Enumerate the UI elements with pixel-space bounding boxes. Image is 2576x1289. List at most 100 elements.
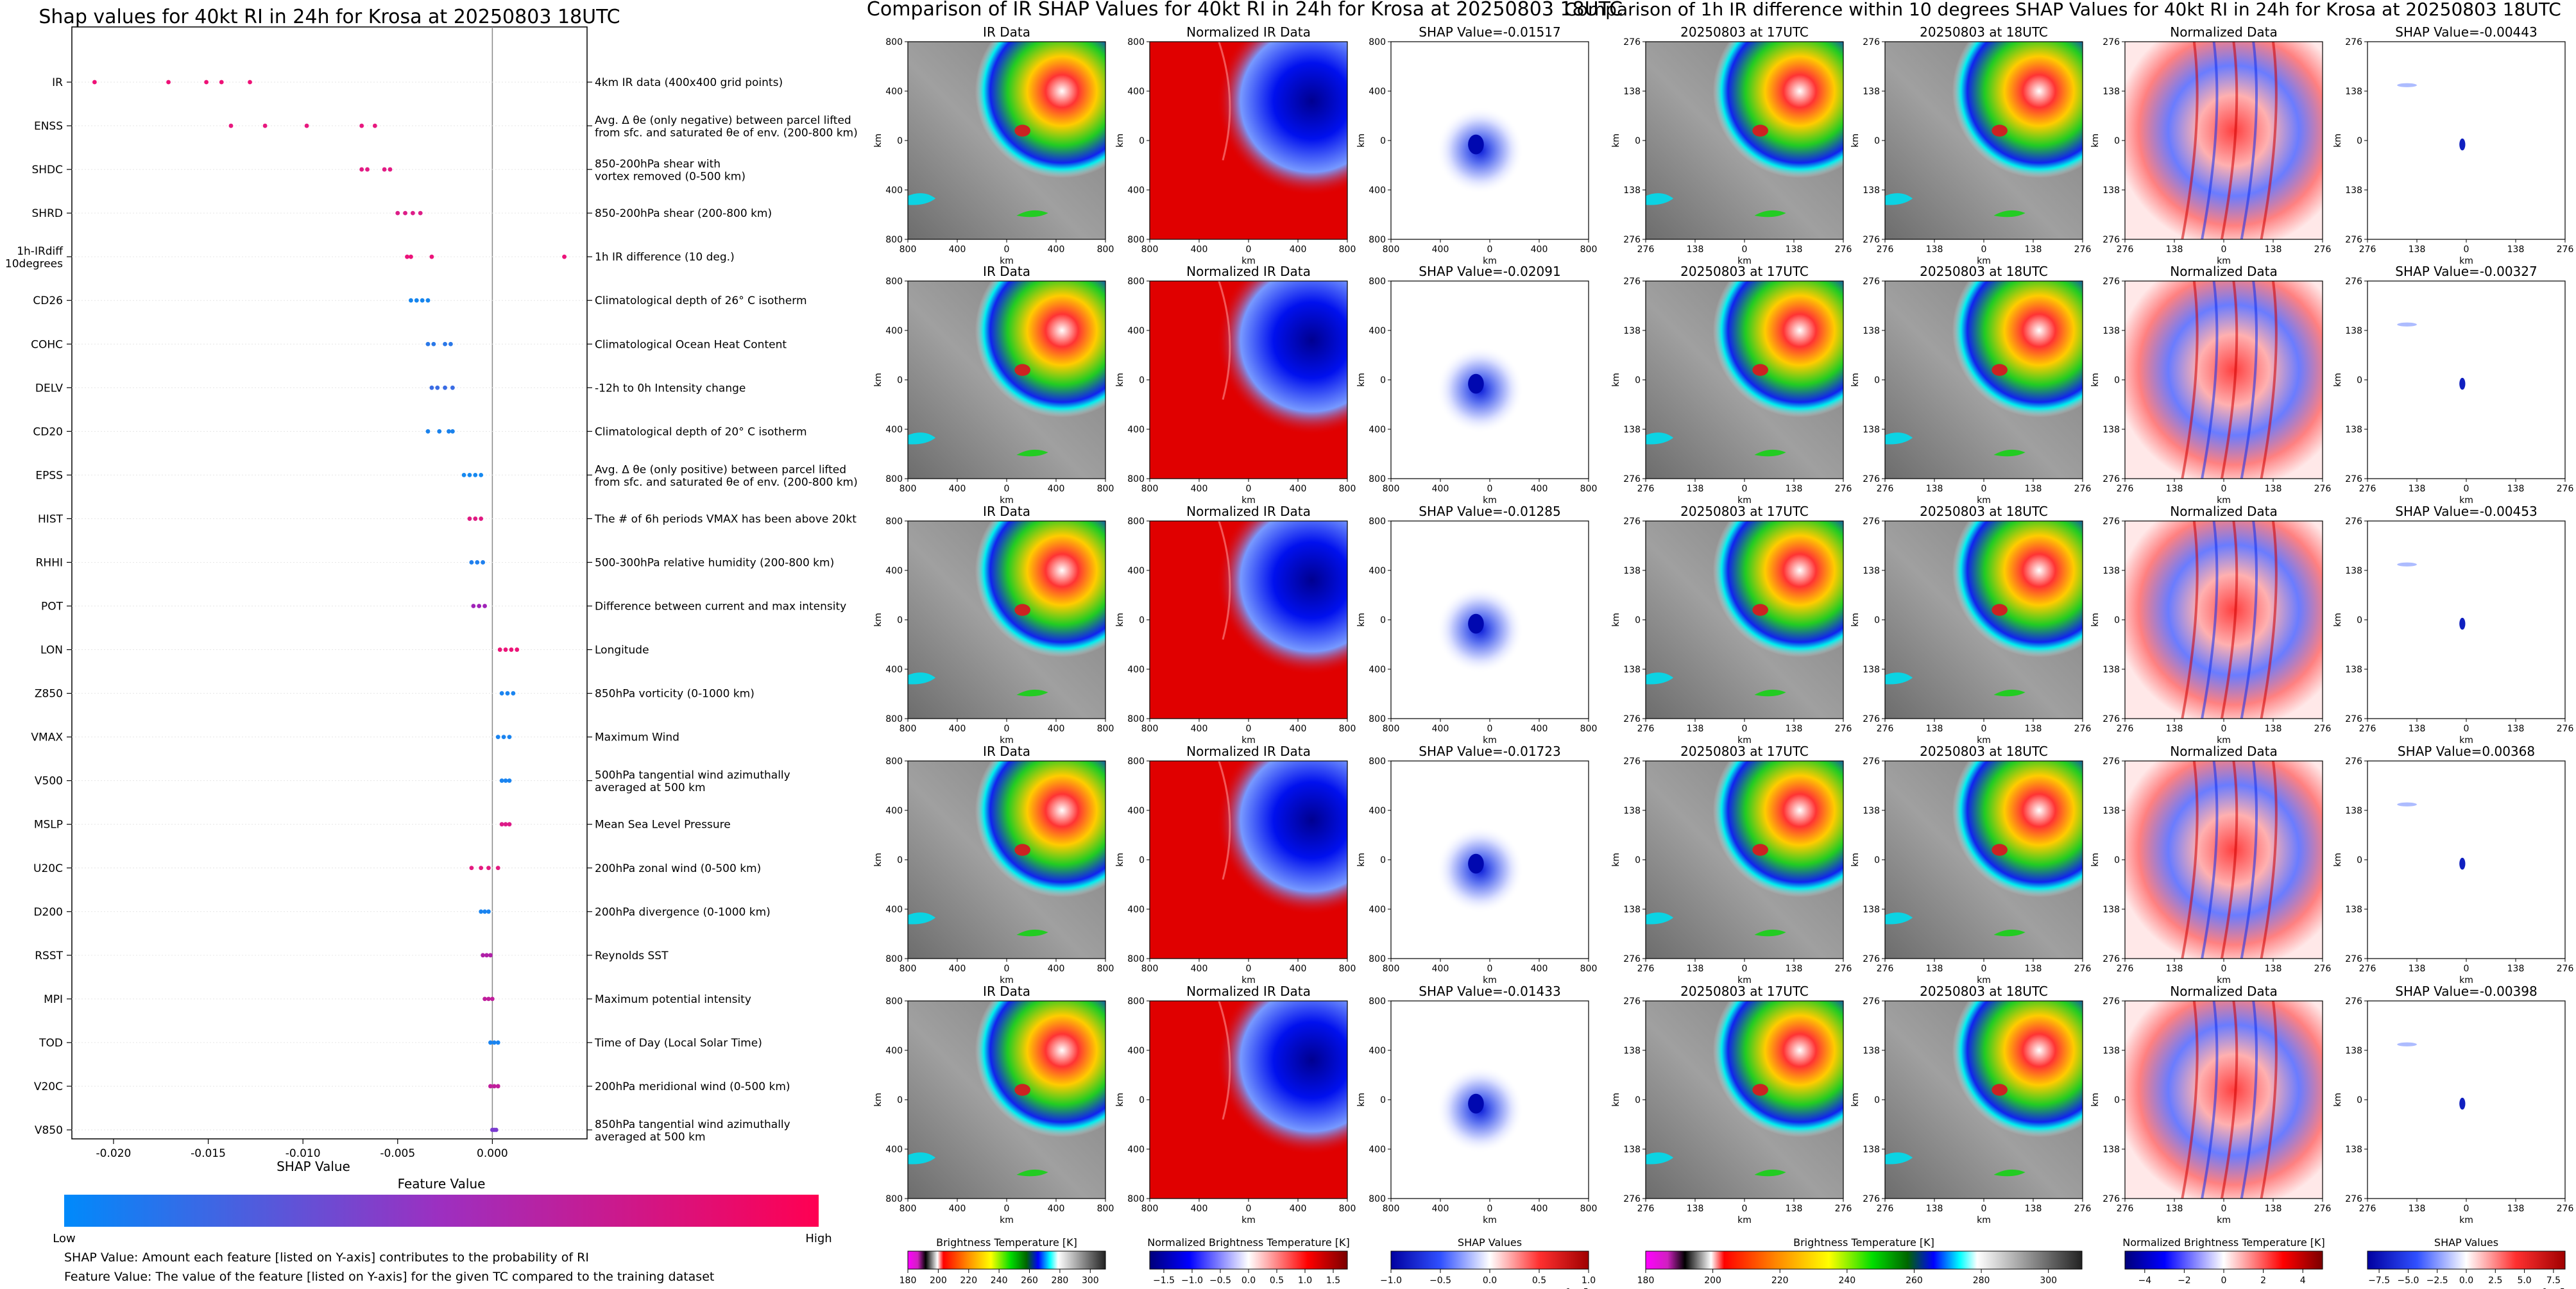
panel-y-tick-label: 0 — [2357, 615, 2362, 626]
ir-core — [1992, 844, 2008, 856]
colorbar-label: SHAP Values — [2434, 1236, 2498, 1249]
panel-x-tick-label: 138 — [2409, 1204, 2426, 1214]
panel-title: Normalized IR Data — [1186, 744, 1311, 759]
panel-y-tick-label: 138 — [2103, 665, 2120, 675]
panel-title: Normalized IR Data — [1186, 24, 1311, 40]
shap-point — [448, 341, 453, 346]
panel-x-axis-label: km — [2459, 256, 2473, 266]
panel-y-tick-label: 800 — [1369, 516, 1386, 527]
ir-core — [1752, 124, 1768, 137]
shap-point — [481, 560, 486, 565]
panel-x-tick-label: 138 — [2025, 1204, 2042, 1214]
colorbar-low-label: Low — [53, 1232, 75, 1245]
panel-x-tick-label: 400 — [1048, 964, 1065, 974]
shap2-spot — [2397, 83, 2418, 87]
colorbar-tick-label: 4 — [2300, 1276, 2306, 1286]
panel-x-tick-label: 138 — [2507, 964, 2525, 974]
panel-x-axis-label: km — [1737, 735, 1752, 746]
panel-x-tick-label: 276 — [2074, 484, 2092, 494]
shap-point — [461, 472, 466, 477]
shap-point — [395, 210, 400, 216]
feature-description: 200hPa zonal wind (0-500 km) — [595, 862, 761, 875]
panel-y-tick-label: 138 — [1623, 665, 1641, 675]
panel-y-tick-label: 138 — [1863, 425, 1880, 435]
ir-storm-cloud — [908, 761, 1105, 959]
shap-point — [495, 866, 500, 871]
panel-x-tick-label: 0 — [2221, 964, 2227, 974]
panel-x-tick-label: 400 — [1531, 964, 1548, 974]
diff-streak — [2220, 760, 2239, 959]
ir-convection — [1993, 689, 2026, 697]
panel-x-tick-label: 138 — [1926, 1204, 1943, 1214]
ir-storm-cloud — [1646, 1001, 1843, 1199]
panel-x-tick-label: 800 — [1580, 244, 1598, 255]
panel-x-tick-label: 0 — [2221, 484, 2227, 494]
panel-y-tick-label: 800 — [1369, 756, 1386, 767]
footnote-feature: Feature Value: The value of the feature … — [64, 1270, 714, 1284]
diff-background — [2125, 281, 2323, 479]
ir-storm-cloud — [1646, 761, 1843, 959]
panel-x-tick-label: 800 — [900, 244, 917, 255]
feature-label: SHDC — [31, 164, 63, 176]
colorbar-high-label: High — [805, 1232, 832, 1245]
panel-y-tick-label: 0 — [2357, 1095, 2362, 1105]
panel-y-tick-label: 800 — [1127, 277, 1145, 287]
panel-x-axis-label: km — [2459, 735, 2473, 746]
feature-description: Mean Sea Level Pressure — [595, 819, 731, 832]
panel-x-tick-label: 138 — [1926, 484, 1943, 494]
panel-x-tick-label: 800 — [1580, 484, 1598, 494]
panel-x-tick-label: 800 — [1097, 244, 1114, 255]
panel-y-tick-label: 276 — [1623, 474, 1641, 484]
feature-label: IR — [52, 76, 63, 89]
colorbar-tick-label: 0.0 — [2459, 1276, 2473, 1286]
panel-y-tick-label: 138 — [2103, 1145, 2120, 1155]
ir-storm-cloud — [1885, 1001, 2083, 1199]
panel-x-tick-label: 138 — [2166, 484, 2183, 494]
panel-x-axis-label: km — [1977, 256, 1991, 266]
panel-y-tick-label: 400 — [885, 87, 903, 97]
panel-y-tick-label: 400 — [1127, 905, 1145, 915]
colorbar-strip — [907, 1251, 1106, 1270]
panel-y-tick-label: 276 — [2345, 277, 2362, 287]
panel-y-tick-label: 138 — [2345, 905, 2362, 915]
panel-y-axis-label: km — [1115, 133, 1125, 148]
panel-y-tick-label: 0 — [1635, 615, 1641, 626]
panel-y-tick-label: 400 — [1127, 425, 1145, 435]
panel-title: IR Data — [983, 24, 1030, 40]
panel-x-axis-label: km — [2217, 1215, 2231, 1225]
colorbar-strip — [2124, 1251, 2323, 1270]
panel-title: Normalized Data — [2170, 744, 2278, 759]
panel-y-tick-label: 0 — [1139, 1095, 1145, 1105]
shap-chart-title: Shap values for 40kt RI in 24h for Krosa… — [38, 6, 620, 28]
panel-x-tick-label: 0 — [1246, 724, 1252, 734]
panel-y-tick-label: 276 — [2345, 996, 2362, 1007]
shap-point — [495, 1084, 500, 1089]
panel-y-tick-label: 0 — [2114, 375, 2120, 386]
panel-x-tick-label: 0 — [1487, 484, 1493, 494]
panel-x-tick-label: 276 — [1637, 964, 1655, 974]
panel-y-axis-label: km — [2090, 853, 2101, 867]
panel-x-tick-label: 0 — [1981, 244, 1987, 255]
panel-x-tick-label: 276 — [2557, 1204, 2574, 1214]
ir-cloud-band — [908, 672, 936, 685]
panel-y-axis-label: km — [1850, 853, 1861, 867]
feature-description-line: 500hPa tangential wind azimuthally — [595, 769, 790, 782]
panel-x-tick-label: 138 — [2507, 724, 2525, 734]
panel-y-tick-label: 0 — [897, 136, 903, 146]
panel-x-tick-label: 0 — [1742, 484, 1748, 494]
panel-y-tick-label: 0 — [1139, 615, 1145, 626]
shap-point — [488, 1040, 493, 1045]
ir-core — [1752, 844, 1768, 856]
panel-x-axis-label: km — [1241, 495, 1256, 506]
panel-x-tick-label: 400 — [1290, 484, 1307, 494]
panel-title: 20250803 at 18UTC — [1920, 504, 2048, 519]
panel-x-tick-label: 800 — [1097, 484, 1114, 494]
panel-x-tick-label: 276 — [1835, 724, 1852, 734]
panel-x-tick-label: 400 — [1048, 724, 1065, 734]
panel-y-tick-label: 800 — [885, 1194, 903, 1204]
panel-y-axis-label: km — [1611, 133, 1621, 148]
panel-x-tick-label: 800 — [900, 964, 917, 974]
panel-y-tick-label: 800 — [885, 474, 903, 484]
colorbar-tick-label: 300 — [2040, 1276, 2057, 1286]
shap-point — [486, 866, 491, 871]
